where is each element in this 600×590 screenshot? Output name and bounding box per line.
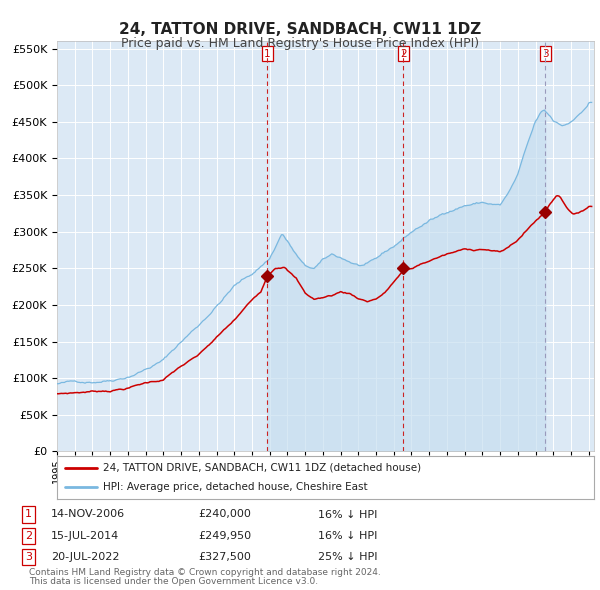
Text: 2: 2 bbox=[400, 49, 407, 58]
Text: 3: 3 bbox=[25, 552, 32, 562]
Text: 14-NOV-2006: 14-NOV-2006 bbox=[51, 510, 125, 519]
Text: This data is licensed under the Open Government Licence v3.0.: This data is licensed under the Open Gov… bbox=[29, 578, 318, 586]
Text: 15-JUL-2014: 15-JUL-2014 bbox=[51, 531, 119, 540]
Text: HPI: Average price, detached house, Cheshire East: HPI: Average price, detached house, Ches… bbox=[103, 482, 367, 492]
Text: 2: 2 bbox=[25, 531, 32, 540]
Text: 24, TATTON DRIVE, SANDBACH, CW11 1DZ: 24, TATTON DRIVE, SANDBACH, CW11 1DZ bbox=[119, 22, 481, 37]
Text: Price paid vs. HM Land Registry's House Price Index (HPI): Price paid vs. HM Land Registry's House … bbox=[121, 37, 479, 50]
Text: 24, TATTON DRIVE, SANDBACH, CW11 1DZ (detached house): 24, TATTON DRIVE, SANDBACH, CW11 1DZ (de… bbox=[103, 463, 421, 473]
Text: Contains HM Land Registry data © Crown copyright and database right 2024.: Contains HM Land Registry data © Crown c… bbox=[29, 568, 380, 577]
Text: 16% ↓ HPI: 16% ↓ HPI bbox=[318, 531, 377, 540]
Text: 3: 3 bbox=[542, 49, 548, 58]
Text: 1: 1 bbox=[25, 510, 32, 519]
Text: 25% ↓ HPI: 25% ↓ HPI bbox=[318, 552, 377, 562]
Text: 16% ↓ HPI: 16% ↓ HPI bbox=[318, 510, 377, 519]
Text: £327,500: £327,500 bbox=[198, 552, 251, 562]
Text: £249,950: £249,950 bbox=[198, 531, 251, 540]
Text: 20-JUL-2022: 20-JUL-2022 bbox=[51, 552, 119, 562]
Text: £240,000: £240,000 bbox=[198, 510, 251, 519]
Text: 1: 1 bbox=[264, 49, 271, 58]
